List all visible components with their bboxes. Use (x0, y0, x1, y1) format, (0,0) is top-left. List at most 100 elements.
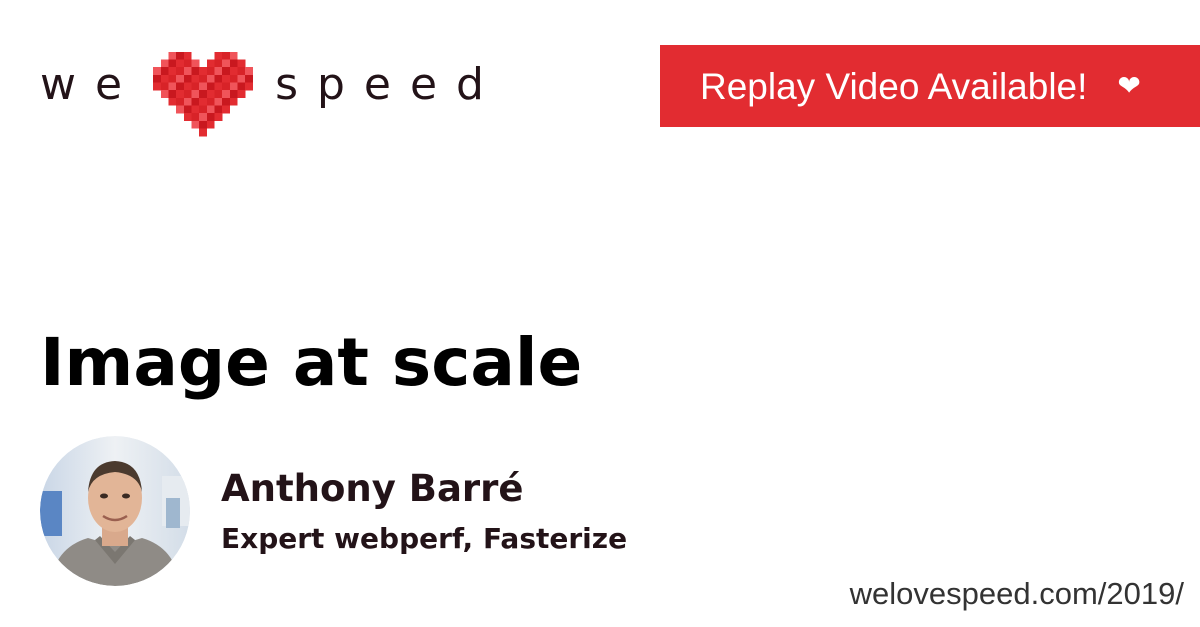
heart-pixel (176, 97, 185, 106)
heart-pixel (191, 97, 200, 106)
heart-pixel (237, 67, 246, 75)
heart-pixel (222, 67, 231, 75)
heart-pixel (214, 82, 223, 91)
logo-word-speed: speed (275, 59, 503, 110)
heart-pixel (206, 82, 215, 91)
heart-pixel (222, 82, 231, 91)
heart-pixel (245, 74, 254, 83)
heart-pixel (237, 59, 246, 68)
replay-video-label: Replay Video Available! (700, 65, 1088, 107)
heart-pixel (206, 105, 215, 114)
heart-pixel (214, 90, 223, 98)
heart-pixel (199, 90, 208, 98)
heart-pixel (191, 113, 200, 121)
heart-pixel (206, 120, 215, 129)
heart-pixel (191, 105, 200, 114)
heart-pixel (214, 105, 223, 114)
heart-pixel (214, 97, 223, 106)
heart-pixel (183, 90, 192, 98)
heart-pixel (191, 82, 200, 91)
heart-pixel (199, 67, 208, 75)
heart-pixel (191, 59, 200, 68)
heart-pixel (191, 120, 200, 129)
site-url[interactable]: welovespeed.com/2019/ (849, 576, 1184, 611)
heart-pixel (214, 59, 223, 68)
heart-pixel (168, 51, 177, 60)
heart-pixel (199, 74, 208, 83)
heart-pixel (183, 97, 192, 106)
heart-pixel (214, 113, 223, 121)
heart-pixel (168, 59, 177, 68)
heart-pixel (176, 90, 185, 98)
heart-pixel (191, 90, 200, 98)
heart-pixel (183, 51, 192, 60)
heart-pixel (176, 74, 185, 83)
heart-pixel (222, 90, 231, 98)
heart-pixel (183, 74, 192, 83)
heart-pixel (214, 74, 223, 83)
heart-pixel (245, 67, 254, 75)
heart-pixel (199, 82, 208, 91)
heart-pixel (168, 82, 177, 91)
heart-pixel (168, 90, 177, 98)
heart-pixel (206, 97, 215, 106)
speaker-name: Anthony Barré (221, 467, 524, 510)
heart-pixel (160, 67, 169, 75)
heart-pixel (229, 74, 238, 83)
heart-pixel (199, 128, 208, 137)
heart-pixel (222, 105, 231, 114)
heart-pixel (222, 97, 231, 106)
heart-pixel (183, 59, 192, 68)
replay-video-banner[interactable]: Replay Video Available! ❤ (660, 45, 1200, 127)
heart-pixel (183, 105, 192, 114)
heart-pixel (183, 113, 192, 121)
speaker-role: Expert webperf, Fasterize (221, 522, 628, 555)
heart-pixel (160, 90, 169, 98)
talk-title: Image at scale (40, 324, 583, 401)
heart-pixel (229, 90, 238, 98)
heart-pixel (214, 67, 223, 75)
heart-pixel (222, 51, 231, 60)
heart-pixel (214, 51, 223, 60)
heart-pixel (199, 105, 208, 114)
pixel-heart-icon (153, 51, 254, 137)
heart-pixel (176, 82, 185, 91)
heart-pixel (229, 51, 238, 60)
heart-pixel (199, 120, 208, 129)
brand-logo: we speed (40, 48, 503, 140)
heart-pixel (229, 82, 238, 91)
heart-pixel (160, 59, 169, 68)
heart-pixel (191, 74, 200, 83)
heart-pixel (229, 67, 238, 75)
heart-icon: ❤ (1117, 69, 1141, 102)
heart-pixel (176, 59, 185, 68)
heart-pixel (153, 82, 162, 91)
heart-pixel (176, 105, 185, 114)
heart-pixel (245, 82, 254, 91)
heart-pixel (183, 67, 192, 75)
heart-pixel (222, 74, 231, 83)
heart-pixel (153, 67, 162, 75)
logo-word-we: we (40, 59, 142, 110)
heart-pixel (176, 67, 185, 75)
heart-pixel (199, 97, 208, 106)
heart-pixel (206, 74, 215, 83)
heart-pixel (191, 67, 200, 75)
heart-pixel (237, 90, 246, 98)
heart-pixel (206, 90, 215, 98)
heart-pixel (199, 113, 208, 121)
heart-pixel (176, 51, 185, 60)
heart-pixel (160, 74, 169, 83)
heart-pixel (206, 59, 215, 68)
heart-pixel (237, 74, 246, 83)
heart-pixel (206, 67, 215, 75)
heart-pixel (183, 82, 192, 91)
heart-pixel (229, 97, 238, 106)
speaker-avatar (40, 436, 190, 586)
heart-pixel (168, 97, 177, 106)
heart-pixel (168, 74, 177, 83)
heart-pixel (237, 82, 246, 91)
heart-pixel (229, 59, 238, 68)
heart-pixel (206, 113, 215, 121)
heart-pixel (160, 82, 169, 91)
